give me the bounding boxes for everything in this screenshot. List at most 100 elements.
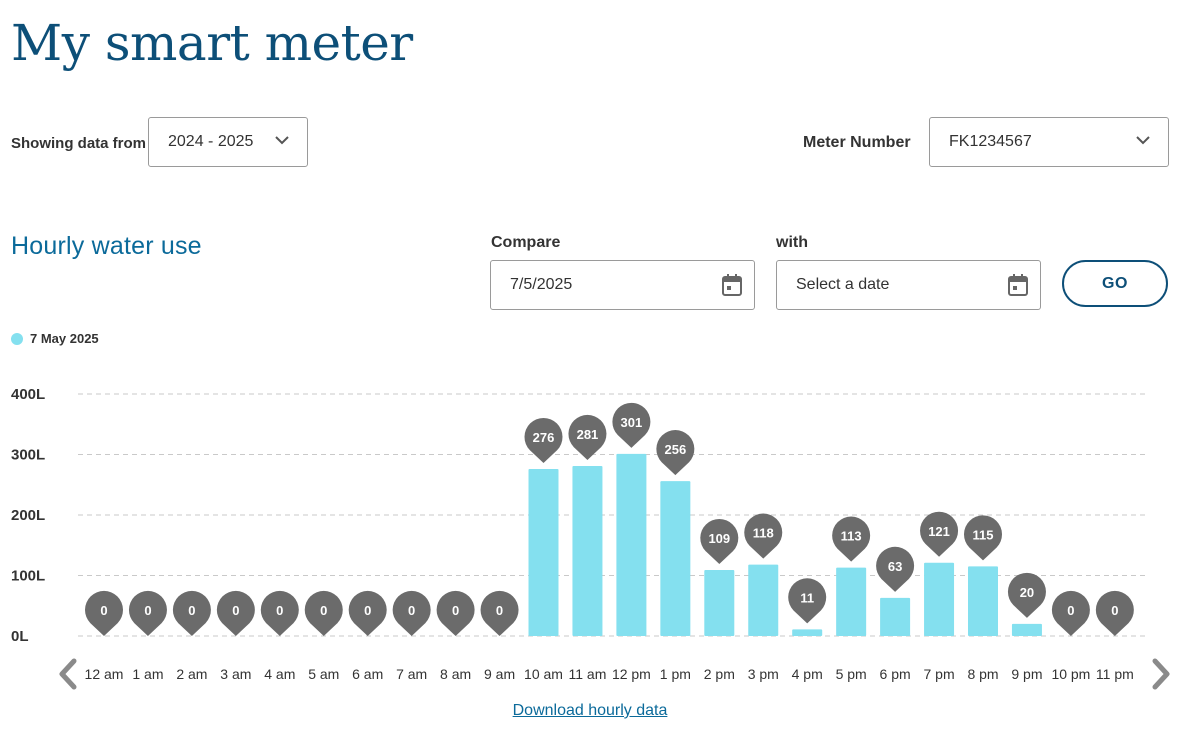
calendar-icon[interactable]: [1008, 274, 1028, 296]
data-marker: [216, 590, 255, 636]
x-tick-label: 10 pm: [1051, 666, 1090, 682]
data-label: 113: [841, 529, 862, 544]
with-date-input[interactable]: Select a date: [776, 260, 1041, 310]
x-tick-label: 2 am: [176, 666, 207, 682]
data-label: 0: [100, 603, 107, 618]
section-title: Hourly water use: [11, 232, 202, 260]
bar: [1011, 623, 1042, 636]
data-marker: [1051, 590, 1090, 636]
x-tick-label: 6 pm: [880, 666, 911, 682]
y-tick-label: 100L: [11, 568, 45, 585]
x-tick-label: 5 am: [308, 666, 339, 682]
page-title: My smart meter: [11, 14, 413, 72]
x-tick-label: 3 am: [220, 666, 251, 682]
data-marker: [436, 590, 475, 636]
data-label: 0: [496, 603, 503, 618]
bar: [616, 453, 647, 636]
data-marker: [348, 590, 387, 636]
x-tick-label: 9 pm: [1011, 666, 1042, 682]
y-tick-label: 400L: [11, 386, 45, 403]
bar: [880, 597, 911, 636]
compare-label: Compare: [491, 234, 561, 251]
data-marker: [656, 430, 695, 476]
bar: [704, 570, 735, 636]
data-marker: [304, 590, 343, 636]
x-tick-label: 5 pm: [836, 666, 867, 682]
data-label: 0: [364, 603, 371, 618]
chevron-left-icon[interactable]: [57, 658, 79, 690]
data-label: 256: [664, 442, 686, 457]
chart-legend: 7 May 2025: [11, 331, 99, 346]
data-marker: [128, 590, 167, 636]
x-tick-label: 1 am: [132, 666, 163, 682]
data-marker: [744, 513, 783, 559]
bar: [748, 564, 779, 636]
meter-number-select[interactable]: FK1234567: [929, 117, 1169, 167]
y-tick-label: 300L: [11, 447, 45, 464]
x-tick-label: 12 pm: [612, 666, 651, 682]
data-marker: [1095, 590, 1134, 636]
bar: [836, 567, 867, 636]
data-label: 0: [1067, 603, 1074, 618]
y-tick-label: 200L: [11, 507, 45, 524]
data-marker: [1007, 572, 1046, 618]
with-label: with: [776, 234, 808, 251]
x-tick-label: 3 pm: [748, 666, 779, 682]
data-marker: [612, 402, 651, 448]
legend-swatch: [11, 332, 23, 345]
data-label: 281: [577, 427, 599, 442]
data-label: 0: [188, 603, 195, 618]
period-select-value: 2024 - 2025: [168, 133, 254, 150]
data-label: 118: [753, 526, 774, 541]
compare-date-value: 7/5/2025: [510, 276, 573, 293]
x-tick-label: 8 am: [440, 666, 471, 682]
data-marker: [392, 590, 431, 636]
x-tick-label: 7 pm: [923, 666, 954, 682]
hourly-water-chart: 0L 100L 200L 300L 400L 0 12 am 0 1 am 0 2 am 0 3 am 0…: [11, 386, 1145, 682]
x-tick-label: 11 am: [569, 666, 607, 682]
x-tick-label: 4 pm: [792, 666, 823, 682]
data-marker: [172, 590, 211, 636]
x-tick-label: 4 am: [264, 666, 295, 682]
data-label: 121: [928, 524, 950, 539]
data-label: 0: [1111, 603, 1118, 618]
x-tick-label: 12 am: [85, 666, 124, 682]
data-marker: [700, 518, 739, 565]
chevron-down-icon: [1136, 136, 1150, 145]
x-tick-label: 2 pm: [704, 666, 735, 682]
meter-number-value: FK1234567: [949, 133, 1032, 150]
data-label: 63: [888, 559, 902, 574]
data-label: 11: [800, 590, 814, 605]
download-hourly-data-link[interactable]: Download hourly data: [512, 702, 668, 719]
data-marker: [480, 590, 519, 636]
data-marker: [832, 516, 871, 562]
data-label: 115: [973, 527, 994, 542]
chevron-down-icon: [275, 136, 289, 145]
data-label: 301: [621, 415, 643, 430]
data-label: 0: [232, 603, 239, 618]
data-marker: [876, 546, 915, 592]
x-tick-label: 9 am: [484, 666, 515, 682]
x-tick-label: 7 am: [396, 666, 427, 682]
period-select[interactable]: 2024 - 2025: [148, 117, 308, 167]
go-button[interactable]: GO: [1062, 260, 1168, 307]
with-date-placeholder: Select a date: [796, 276, 890, 293]
meter-number-label: Meter Number: [803, 134, 911, 151]
showing-data-label: Showing data from: [11, 135, 146, 152]
data-marker: [788, 578, 827, 624]
chevron-right-icon[interactable]: [1150, 658, 1172, 690]
compare-date-input[interactable]: 7/5/2025: [490, 260, 755, 310]
x-tick-label: 11 pm: [1096, 666, 1134, 682]
data-marker: [260, 590, 299, 636]
bar: [924, 562, 955, 636]
y-tick-label: 0L: [11, 628, 29, 645]
legend-label: 7 May 2025: [30, 331, 99, 346]
x-tick-label: 6 am: [352, 666, 383, 682]
data-marker: [568, 414, 607, 460]
bar: [528, 469, 559, 636]
data-label: 0: [276, 603, 283, 618]
calendar-icon[interactable]: [722, 274, 742, 296]
data-marker: [964, 515, 1002, 561]
data-label: 276: [533, 430, 555, 445]
data-label: 0: [320, 603, 327, 618]
